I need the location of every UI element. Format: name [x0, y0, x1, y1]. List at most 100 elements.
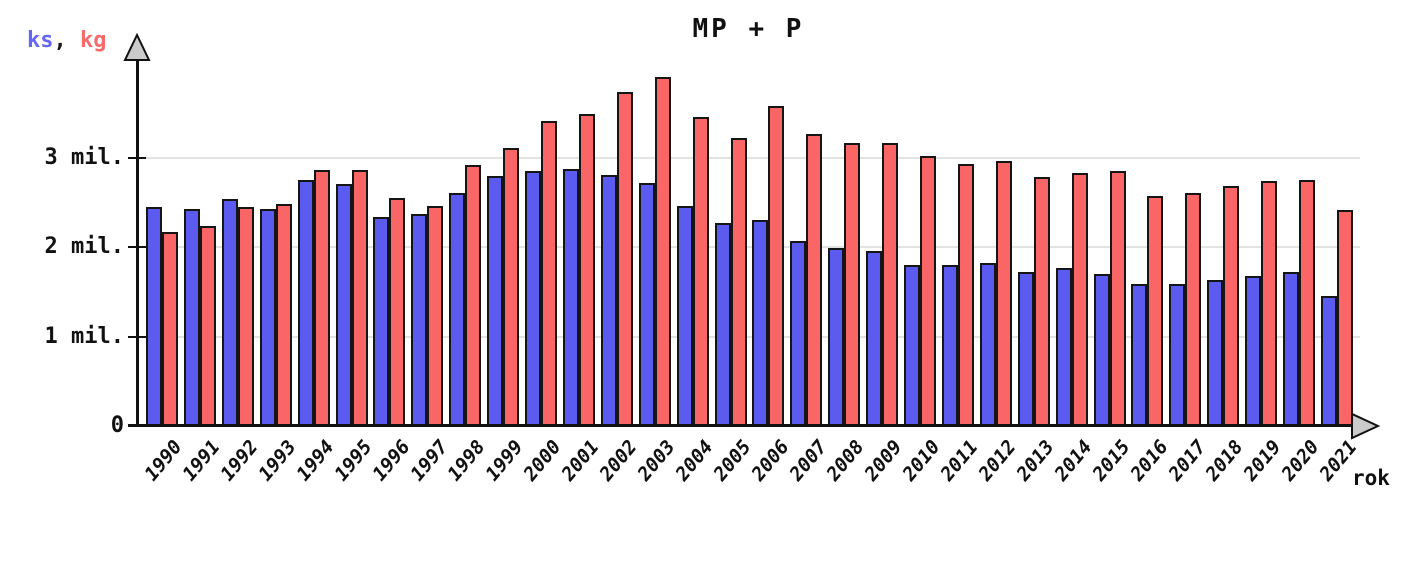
bar-kg-2017	[1185, 192, 1202, 426]
bar-ks-2012	[979, 262, 996, 426]
x-tick-label-1996: 1996	[367, 436, 415, 486]
bar-ks-1991	[183, 209, 200, 426]
bar-kg-1999	[503, 148, 520, 426]
bar-ks-2004	[676, 206, 693, 426]
bar-ks-1999	[487, 175, 504, 426]
x-tick-label-2009: 2009	[860, 436, 907, 486]
x-axis-line	[128, 424, 1354, 427]
bar-kg-2005	[730, 138, 747, 426]
x-tick-label-1991: 1991	[178, 436, 225, 486]
bar-kg-2015	[1109, 171, 1126, 426]
bar-kg-2014	[1071, 173, 1088, 426]
bar-ks-2009	[866, 250, 883, 426]
x-tick-label-2019: 2019	[1239, 436, 1286, 486]
bar-ks-1996	[373, 217, 390, 426]
y-tick-3mil	[128, 157, 146, 160]
y-tick-label-2mil: 2 mil.	[44, 234, 124, 260]
bar-kg-2006	[768, 106, 785, 426]
x-tick-label-2008: 2008	[822, 436, 870, 486]
y-tick-label-1mil: 1 mil.	[44, 323, 124, 349]
bar-kg-2001	[578, 114, 595, 426]
bar-ks-1998	[449, 192, 466, 426]
y-tick-label-0mil: 0	[110, 413, 124, 438]
bar-kg-2003	[654, 76, 671, 426]
bar-kg-1994	[313, 169, 330, 426]
bar-ks-2013	[1017, 271, 1034, 426]
x-tick-label-2015: 2015	[1088, 436, 1135, 486]
bar-ks-2002	[600, 175, 617, 426]
bar-kg-1996	[389, 198, 406, 426]
x-tick-label-2004: 2004	[671, 436, 718, 486]
bar-kg-1995	[351, 169, 368, 426]
x-tick-label-2001: 2001	[557, 436, 604, 486]
x-tick-label-2011: 2011	[936, 436, 983, 486]
bar-ks-1993	[259, 209, 276, 426]
y-tick-2mil	[128, 246, 146, 249]
x-tick-label-1995: 1995	[330, 436, 377, 486]
y-tick-label-3mil: 3 mil.	[44, 145, 124, 171]
bar-kg-2009	[882, 142, 899, 426]
bar-kg-2016	[1147, 196, 1164, 426]
bar-kg-2018	[1223, 185, 1240, 426]
x-tick-label-1994: 1994	[292, 436, 339, 486]
x-tick-label-2017: 2017	[1163, 436, 1211, 486]
x-tick-label-1997: 1997	[405, 436, 453, 486]
bar-kg-1997	[427, 206, 444, 426]
x-tick-label-2012: 2012	[974, 436, 1021, 486]
bar-ks-2006	[752, 219, 769, 426]
x-tick-label-2020: 2020	[1277, 436, 1324, 486]
bar-ks-1990	[146, 207, 162, 426]
bar-ks-2007	[790, 241, 807, 426]
bar-kg-2002	[616, 92, 633, 426]
gridline-1mil	[137, 335, 1360, 338]
bar-kg-1991	[199, 225, 216, 426]
bar-kg-2000	[541, 121, 557, 426]
bar-kg-2011	[957, 164, 974, 426]
bar-kg-2008	[844, 142, 861, 426]
y-axis-line	[136, 58, 139, 427]
bar-kg-2004	[692, 117, 709, 426]
bar-ks-2019	[1245, 275, 1262, 426]
bar-ks-2018	[1207, 279, 1224, 426]
x-tick-label-2002: 2002	[595, 436, 642, 486]
chart-title: MP + P	[692, 14, 805, 44]
x-axis-title: rok	[1352, 466, 1390, 490]
bar-kg-1992	[237, 207, 254, 426]
bar-ks-2021	[1320, 295, 1337, 426]
gridline-3mil	[137, 157, 1360, 160]
bar-ks-2014	[1055, 267, 1072, 426]
legend-series-ks: ks	[27, 28, 54, 53]
x-tick-label-2006: 2006	[746, 436, 794, 486]
bar-kg-2020	[1299, 179, 1315, 426]
bar-kg-2013	[1033, 176, 1050, 426]
bar-kg-2021	[1336, 209, 1353, 426]
legend-series-kg: kg	[80, 28, 107, 53]
bar-ks-2008	[828, 248, 845, 426]
bar-ks-2015	[1093, 274, 1110, 426]
gridline-2mil	[137, 246, 1360, 249]
x-tick-label-2016: 2016	[1125, 436, 1173, 486]
bar-ks-2010	[904, 265, 920, 426]
bar-kg-2007	[806, 133, 823, 426]
y-axis-arrow-icon	[123, 33, 151, 61]
bar-kg-2012	[995, 160, 1012, 426]
bar-ks-2000	[525, 170, 541, 426]
x-tick-label-2010: 2010	[898, 436, 945, 486]
bar-kg-2010	[920, 156, 936, 426]
x-tick-label-1992: 1992	[216, 436, 263, 486]
bar-ks-1995	[335, 183, 352, 426]
bar-kg-1990	[162, 232, 178, 426]
x-tick-label-2014: 2014	[1050, 436, 1097, 486]
bar-kg-1993	[275, 203, 292, 426]
bar-kg-2019	[1261, 181, 1278, 426]
y-axis-legend: ks, kg	[27, 28, 107, 53]
x-tick-label-2000: 2000	[519, 436, 566, 486]
legend-separator: ,	[53, 28, 67, 53]
bar-kg-1998	[465, 165, 482, 426]
x-tick-label-1999: 1999	[481, 436, 528, 486]
bar-ks-2017	[1169, 284, 1186, 426]
x-tick-label-2003: 2003	[633, 436, 680, 486]
x-tick-label-1993: 1993	[254, 436, 301, 486]
bar-ks-2005	[714, 223, 731, 426]
